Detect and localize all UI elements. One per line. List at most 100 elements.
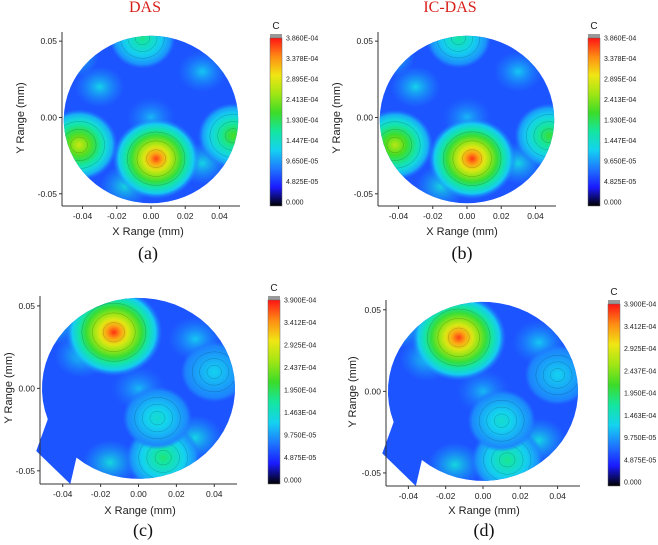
colorbar-tick-label: 9.750E-05 bbox=[624, 435, 656, 442]
contour-line bbox=[493, 413, 510, 428]
contour-line bbox=[92, 312, 136, 352]
colorbar-tick-label: 1.463E-04 bbox=[624, 413, 656, 420]
x-tick-label: 0.00 bbox=[143, 211, 160, 221]
colorbar-tick-label: 1.950E-04 bbox=[284, 388, 316, 395]
contour-line bbox=[146, 149, 166, 168]
contour-line bbox=[386, 136, 404, 153]
colorbar-tick-label: 3.900E-04 bbox=[284, 298, 316, 305]
panel-c-heatmap bbox=[36, 297, 235, 484]
contour-line bbox=[136, 140, 176, 177]
y-axis-label: Y Range (mm) bbox=[15, 82, 27, 153]
y-tick-label: -0.05 bbox=[362, 468, 382, 478]
contour-line bbox=[154, 449, 172, 466]
panel-d: -0.04 -0.02 0.00 0.02 0.04 0.05 0.00 -0.05 X Ran… bbox=[347, 287, 656, 517]
colorbar-tick-label: 0.000 bbox=[286, 200, 304, 207]
x-tick-label: -0.02 bbox=[423, 211, 443, 221]
y-tick-label: 0.05 bbox=[364, 305, 381, 315]
y-tick-label: 0.00 bbox=[18, 383, 35, 393]
panel-b-title: IC-DAS bbox=[423, 0, 476, 16]
x-tick-label: 0.02 bbox=[177, 211, 194, 221]
panel-c: -0.04 -0.02 0.00 0.02 0.04 0.05 0.00 -0.05 X Ran… bbox=[3, 283, 316, 517]
colorbar-gradient bbox=[267, 299, 281, 485]
colorbar-tick-label: 1.930E-04 bbox=[286, 118, 318, 125]
contour-line bbox=[499, 452, 516, 468]
colorbar-tick-label: 2.437E-04 bbox=[284, 365, 316, 372]
y-tick-label: 0.00 bbox=[40, 112, 57, 122]
contour-line bbox=[437, 318, 480, 357]
contour-line bbox=[462, 149, 483, 168]
colorbar-tick-label: 2.437E-04 bbox=[624, 368, 656, 375]
heatmap-peak bbox=[425, 35, 491, 69]
x-tick-label: -0.04 bbox=[53, 489, 73, 499]
y-tick-label: -0.05 bbox=[16, 466, 36, 476]
colorbar-title: C bbox=[272, 21, 279, 32]
colorbar-tick-label: 3.860E-04 bbox=[286, 36, 318, 43]
colorbar-tick-label: 4.825E-05 bbox=[604, 179, 636, 186]
x-tick-label: -0.02 bbox=[107, 211, 127, 221]
panel-a-heatmap bbox=[63, 35, 239, 204]
colorbar-tick-label: 0.000 bbox=[604, 200, 622, 207]
contour-line bbox=[141, 403, 173, 433]
panel-a: -0.04 -0.02 0.00 0.02 0.04 0.05 0.00 -0.05 X Ran… bbox=[15, 21, 318, 238]
x-tick-label: 0.00 bbox=[459, 211, 476, 221]
contour-line bbox=[451, 35, 466, 46]
x-axis-label: X Range (mm) bbox=[104, 505, 176, 517]
contour-line bbox=[134, 35, 150, 46]
x-tick-label: -0.02 bbox=[436, 491, 456, 501]
colorbar-tick-label: 0.000 bbox=[624, 480, 642, 487]
colorbar-tick-label: 4.875E-05 bbox=[284, 455, 316, 462]
background-blob bbox=[493, 50, 544, 93]
heatmap-peak bbox=[428, 117, 517, 200]
x-tick-label: 0.04 bbox=[527, 211, 544, 221]
colorbar-tick-label: 2.895E-04 bbox=[604, 77, 636, 84]
colorbar-tick-label: 0.000 bbox=[284, 478, 302, 485]
colorbar-gradient bbox=[607, 303, 621, 487]
x-tick-label: -0.04 bbox=[389, 211, 409, 221]
x-axis-label: X Range (mm) bbox=[426, 226, 498, 238]
contour-line bbox=[427, 308, 491, 367]
panel-b: -0.04 -0.02 0.00 0.02 0.04 0.05 0.00 -0.05 X Ran… bbox=[331, 21, 636, 238]
heatmap-peak bbox=[63, 109, 118, 181]
colorbar-title: C bbox=[610, 287, 617, 298]
contour-line bbox=[206, 364, 222, 379]
contour-line bbox=[379, 129, 413, 161]
y-tick-label: -0.05 bbox=[38, 189, 58, 199]
panel-a-caption: (a) bbox=[138, 243, 158, 264]
colorbar: C 3.860E-04 3.378E-04 2.895E-04 2.413E-04 1.9… bbox=[587, 21, 636, 207]
y-axis-label: Y Range (mm) bbox=[331, 82, 343, 153]
x-tick-label: 0.02 bbox=[493, 211, 510, 221]
x-tick-label: 0.00 bbox=[130, 489, 147, 499]
contour-line bbox=[191, 351, 235, 393]
y-tick-label: -0.05 bbox=[354, 189, 374, 199]
background-blob bbox=[74, 66, 125, 108]
colorbar-tick-label: 2.413E-04 bbox=[604, 97, 636, 104]
contour-line bbox=[442, 131, 502, 186]
x-axis-label: X Range (mm) bbox=[448, 505, 520, 517]
contour-line bbox=[448, 327, 470, 348]
heatmap-peak bbox=[524, 345, 579, 406]
x-tick-label: 0.04 bbox=[549, 491, 566, 501]
contour-line bbox=[452, 140, 492, 177]
colorbar-cap bbox=[268, 296, 280, 300]
x-tick-label: 0.04 bbox=[211, 211, 228, 221]
colorbar-tick-label: 3.900E-04 bbox=[624, 302, 656, 309]
colorbar-tick-label: 3.412E-04 bbox=[284, 320, 316, 327]
colorbar: C 3.860E-04 3.378E-04 2.895E-04 2.413E-04 1.9… bbox=[269, 21, 318, 207]
colorbar-gradient bbox=[587, 37, 601, 207]
colorbar-tick-label: 3.412E-04 bbox=[624, 324, 656, 331]
contour-line bbox=[486, 406, 517, 435]
colorbar-tick-label: 1.463E-04 bbox=[284, 410, 316, 417]
y-tick-label: 0.00 bbox=[364, 386, 381, 396]
contour-line bbox=[199, 358, 230, 386]
colorbar: C 3.900E-04 3.412E-04 2.925E-04 2.437E-04 1.9… bbox=[607, 287, 656, 487]
heatmap-peak bbox=[109, 35, 176, 69]
x-tick-label: -0.04 bbox=[399, 491, 419, 501]
colorbar-tick-label: 9.750E-05 bbox=[284, 433, 316, 440]
colorbar-cap bbox=[588, 34, 600, 38]
colorbar-tick-label: 2.413E-04 bbox=[286, 97, 318, 104]
heatmap-peak bbox=[180, 341, 235, 403]
y-axis-label: Y Range (mm) bbox=[3, 352, 15, 423]
colorbar-tick-label: 1.447E-04 bbox=[286, 138, 318, 145]
panel-c-caption: (c) bbox=[133, 520, 153, 541]
